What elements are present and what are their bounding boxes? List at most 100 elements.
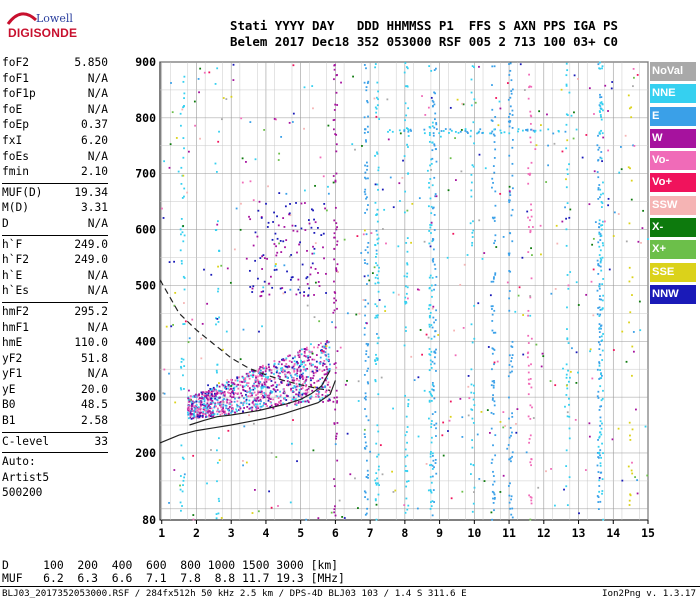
echo-point: [430, 232, 432, 234]
echo-point: [270, 452, 273, 454]
echo-point: [324, 395, 327, 398]
echo-point: [493, 141, 496, 143]
echo-point: [275, 456, 278, 458]
echo-point: [245, 399, 248, 402]
echo-point: [257, 510, 260, 513]
echo-point: [312, 209, 314, 212]
echo-point: [272, 384, 274, 387]
echo-point: [494, 331, 497, 334]
echo-point: [180, 360, 183, 363]
echo-point: [200, 401, 203, 403]
echo-point: [322, 401, 324, 403]
echo-point: [221, 391, 224, 394]
echo-point: [429, 245, 432, 248]
echo-point: [509, 112, 511, 115]
echo-point: [268, 368, 271, 371]
echo-point: [198, 416, 201, 419]
echo-point: [433, 424, 436, 427]
echo-point: [599, 420, 602, 423]
echo-point: [182, 156, 185, 159]
echo-point: [638, 300, 641, 303]
echo-point: [182, 374, 184, 377]
echo-point: [334, 179, 337, 182]
param-value: 0.37: [81, 118, 108, 132]
echo-point: [320, 351, 323, 354]
echo-point: [508, 436, 511, 439]
echo-point: [285, 363, 288, 365]
echo-point: [509, 507, 512, 510]
echo-point: [262, 254, 265, 257]
echo-point: [592, 237, 595, 240]
echo-point: [335, 74, 338, 77]
echo-point: [418, 289, 421, 291]
echo-point: [306, 283, 309, 285]
echo-point: [597, 134, 599, 137]
echo-point: [285, 239, 288, 242]
echo-point: [318, 368, 321, 371]
echo-point: [508, 199, 511, 202]
echo-point: [585, 134, 588, 136]
echo-point: [413, 379, 416, 382]
echo-point: [182, 174, 185, 177]
echo-point: [403, 344, 406, 347]
echo-point: [219, 401, 222, 403]
echo-point: [600, 373, 602, 376]
echo-point: [404, 434, 407, 437]
echo-point: [273, 363, 276, 366]
echo-point: [298, 243, 301, 246]
echo-point: [180, 166, 183, 169]
echo-point: [180, 357, 183, 360]
echo-point: [470, 383, 473, 386]
echo-point: [628, 499, 631, 502]
echo-point: [575, 381, 578, 384]
legend-item: W: [650, 128, 696, 148]
echo-point: [263, 129, 266, 131]
echo-point: [452, 232, 455, 235]
echo-point: [240, 380, 243, 383]
echo-point: [589, 350, 591, 353]
echo-point: [208, 396, 211, 399]
legend-item: E: [650, 106, 696, 126]
echo-point: [279, 390, 281, 393]
echo-point: [589, 348, 592, 351]
echo-point: [225, 400, 228, 403]
echo-point: [181, 505, 183, 507]
echo-point: [327, 381, 330, 384]
echo-point: [279, 402, 282, 405]
echo-point: [364, 299, 367, 302]
echo-point: [378, 299, 381, 301]
echo-point: [392, 206, 395, 209]
echo-point: [601, 103, 604, 106]
echo-point: [218, 500, 221, 503]
echo-point: [432, 105, 434, 107]
echo-point: [602, 389, 604, 392]
echo-point: [297, 362, 299, 365]
param-value: N/A: [87, 87, 108, 101]
echo-point: [231, 383, 234, 386]
echo-point: [211, 411, 214, 413]
echo-point: [473, 98, 476, 101]
echo-point: [433, 263, 436, 266]
echo-point: [323, 363, 326, 365]
param-value: N/A: [87, 320, 108, 334]
echo-point: [527, 342, 530, 344]
echo-point: [628, 222, 631, 225]
echo-point: [171, 111, 174, 114]
echo-point: [596, 313, 599, 316]
echo-point: [428, 348, 431, 350]
echo-point: [299, 241, 301, 244]
param-separator: [2, 182, 108, 184]
param-name: foE: [2, 102, 23, 116]
echo-point: [282, 402, 285, 405]
echo-point: [223, 391, 226, 393]
echo-point: [216, 480, 218, 483]
echo-point: [366, 507, 368, 510]
echo-point: [611, 438, 614, 441]
echo-point: [364, 359, 367, 362]
echo-point: [183, 97, 185, 100]
echo-point: [434, 458, 437, 461]
echo-point: [508, 63, 510, 65]
echo-point: [246, 406, 249, 408]
echo-point: [592, 314, 595, 317]
echo-point: [429, 197, 432, 200]
